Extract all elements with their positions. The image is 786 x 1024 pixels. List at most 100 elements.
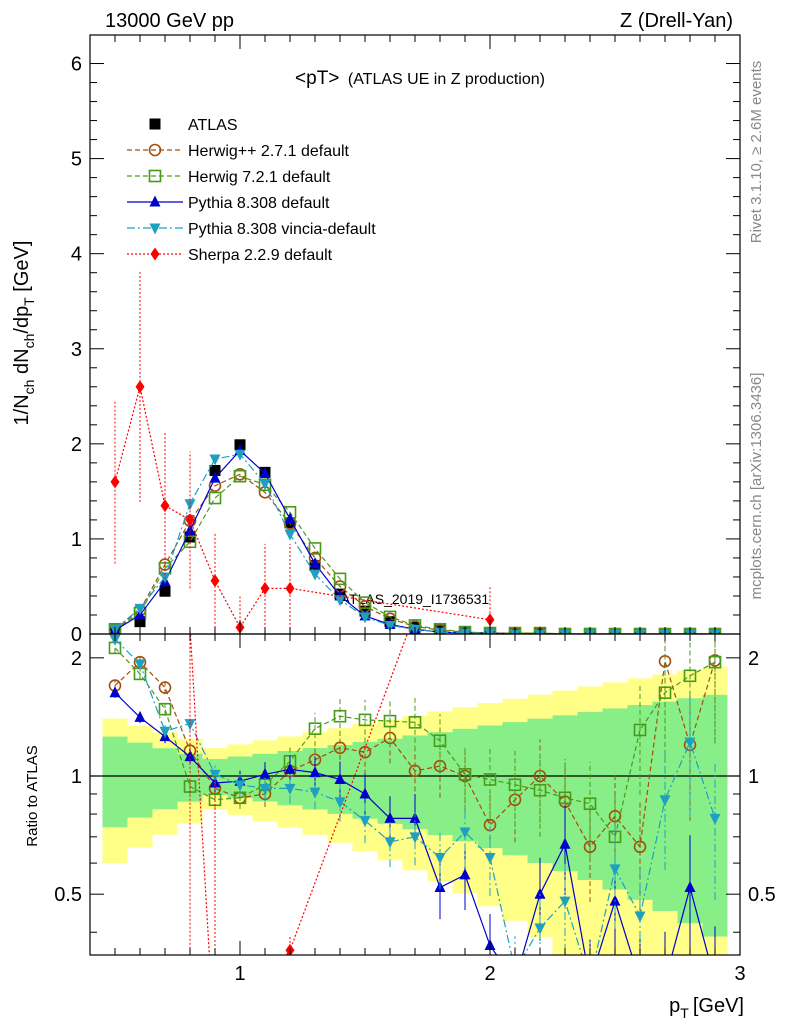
pythia-8-308-vincia-default-ratio-point <box>384 837 396 849</box>
pythia-8-308-default-ratio-point <box>534 887 546 899</box>
legend-marker-herwig-2-7-1-default <box>148 143 162 157</box>
pythia-8-308-vincia-default-point <box>234 449 246 461</box>
ylabel-4: ch <box>21 334 37 349</box>
pythia-8-308-vincia-default-ratio-point <box>709 813 721 825</box>
ratio-y-tick-label: 1 <box>71 766 82 788</box>
plot-title: <pT> (ATLAS UE in Z production) <box>295 68 545 89</box>
pythia-8-308-vincia-default-ratio-point <box>159 726 171 738</box>
legend-marker-atlas <box>149 118 161 130</box>
herwig-7-2-1-default-ratio-point <box>333 709 347 723</box>
green-band-bin <box>502 722 528 856</box>
herwig-2-7-1-default-ratio-point <box>358 745 372 759</box>
atlas-point <box>209 464 221 476</box>
herwig-7-2-1-default-ratio-point <box>708 655 722 669</box>
ratio-y-axis-label: Ratio to ATLAS <box>24 745 41 846</box>
pythia-8-308-vincia-default-ratio-point <box>459 827 471 839</box>
pythia-8-308-default-ratio-point <box>559 837 571 849</box>
x-tick-label: 1 <box>234 963 245 985</box>
herwig-2-7-1-default-ratio-point <box>158 681 172 694</box>
y-tick-label: 2 <box>71 434 82 456</box>
y-tick-label: 0 <box>71 624 82 646</box>
sherpa-2-2-9-default-ratio-line <box>189 634 408 955</box>
sherpa-2-2-9-default-point <box>210 574 220 588</box>
watermark-group: ATLAS_2019_I1736531 <box>341 591 490 607</box>
herwig-7-2-1-default-point <box>208 491 222 505</box>
herwig-7-2-1-default-ratio-point <box>383 714 397 728</box>
legend-marker-herwig-7-2-1-default <box>148 169 162 183</box>
pythia-8-308-vincia-default-ratio-point <box>134 659 146 671</box>
pythia-8-308-default-point <box>309 557 321 569</box>
ylabel-6: T <box>21 297 37 306</box>
title-main: <pT> <box>295 68 339 89</box>
herwig-7-2-1-default-ratio-point <box>583 797 597 811</box>
pythia-8-308-vincia-default-point <box>259 479 271 491</box>
pythia-8-308-vincia-default-point <box>284 529 296 541</box>
pythia-8-308-default-ratio-point <box>384 811 396 823</box>
pythia-8-308-vincia-default-line <box>114 453 715 634</box>
pythia-8-308-default-ratio-point <box>510 975 521 986</box>
x-tick-label: 2 <box>484 963 495 985</box>
ratio-y-tick-label-right: 0.5 <box>748 884 776 906</box>
ratio-y-tick-label-right: 1 <box>748 766 759 788</box>
pythia-8-308-vincia-default-point <box>209 454 221 466</box>
pythia-8-308-default-ratio-point <box>635 975 646 986</box>
header-left: 13000 GeV pp <box>105 10 234 32</box>
herwig-7-2-1-default-ratio-point <box>358 713 372 727</box>
pythia-8-308-default-ratio-point <box>334 772 346 784</box>
pythia-8-308-vincia-default-ratio-point <box>510 966 521 977</box>
pythia-8-308-default-ratio-point <box>710 975 721 986</box>
legend: ATLAS Herwig++ 2.7.1 default Herwig 7.2.1 … <box>127 117 376 264</box>
ylabel-3: dN <box>11 348 33 379</box>
herwig-2-7-1-default-ratio-point <box>633 840 647 854</box>
herwig-7-2-1-default-point <box>308 542 322 555</box>
legend-label-atlas: ATLAS <box>188 117 238 134</box>
pythia-8-308-vincia-default-ratio-point <box>434 853 446 865</box>
herwig-7-2-1-default-ratio-point <box>508 778 522 792</box>
sherpa-2-2-9-default-point <box>160 499 170 513</box>
green-band-bin <box>102 736 128 828</box>
sherpa-2-2-9-default-point <box>110 475 120 489</box>
pythia-8-308-default-point <box>259 466 271 478</box>
herwig-7-2-1-default-ratio-point <box>533 783 547 797</box>
herwig-7-2-1-default-point <box>358 596 372 609</box>
pythia-8-308-default-ratio-point <box>409 811 421 823</box>
pythia-8-308-vincia-default-point <box>359 612 371 624</box>
y-tick-label: 3 <box>71 339 82 361</box>
sherpa-2-2-9-default-point <box>260 581 270 595</box>
pythia-8-308-vincia-default-ratio-point <box>609 864 621 876</box>
y-tick-label: 4 <box>71 244 82 266</box>
y-axis-label: 1/Nch dNch/dpT [GeV] <box>11 241 37 426</box>
pythia-8-308-vincia-default-ratio-point <box>359 816 371 828</box>
pythia-8-308-vincia-default-ratio-point <box>684 737 696 749</box>
x-axis-label: pT [GeV] <box>669 995 744 1021</box>
herwig-7-2-1-default-point <box>333 572 347 586</box>
pythia-8-308-vincia-default-ratio-point <box>259 783 271 795</box>
pythia-8-308-default-ratio-point <box>359 787 371 799</box>
pythia-8-308-vincia-default-ratio-point <box>234 780 246 792</box>
herwig-7-2-1-default-point <box>233 469 247 483</box>
herwig-2-7-1-default-ratio-point <box>408 764 422 778</box>
legend-label-sherpa-2-2-9-default: Sherpa 2.2.9 default <box>188 247 333 264</box>
pythia-8-308-vincia-default-ratio-point <box>559 896 571 908</box>
pythia-8-308-vincia-default-point <box>334 595 346 607</box>
herwig-7-2-1-default-ratio-point <box>683 669 697 683</box>
mcplots-label: mcplots.cern.ch [arXiv:1306.3436] <box>748 373 765 600</box>
xlabel-unit: [GeV] <box>693 995 744 1017</box>
pythia-8-308-vincia-default-ratio-point <box>284 783 296 795</box>
herwig-7-2-1-default-ratio-point <box>433 734 447 748</box>
x-tick-label: 3 <box>734 963 745 985</box>
ratio-panel-series <box>90 634 740 986</box>
pythia-8-308-default-ratio-point <box>459 868 471 880</box>
herwig-7-2-1-default-ratio-point <box>408 716 422 729</box>
y-tick-label: 6 <box>71 54 82 76</box>
pythia-8-308-vincia-default-ratio-point <box>334 797 346 809</box>
legend-label-pythia-8-308-vincia-default: Pythia 8.308 vincia-default <box>188 221 376 238</box>
legend-marker-pythia-8-308-vincia-default <box>149 223 161 235</box>
herwig-7-2-1-default-ratio-point <box>633 723 647 737</box>
green-band-bin <box>652 701 678 911</box>
atlas-point <box>134 616 146 628</box>
herwig-7-2-1-default-ratio-point <box>458 768 472 781</box>
pythia-8-308-vincia-default-ratio-point <box>484 853 496 865</box>
herwig-7-2-1-default-point <box>433 622 447 634</box>
